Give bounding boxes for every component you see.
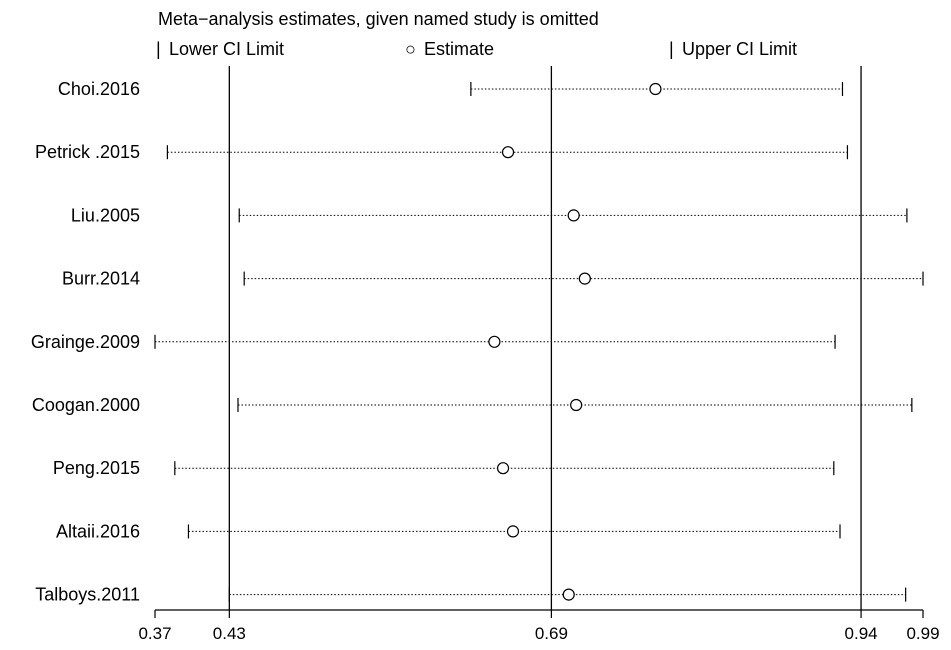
legend-estimate-symbol: ○ bbox=[405, 39, 416, 59]
estimate-marker bbox=[496, 462, 510, 475]
estimate-marker bbox=[578, 272, 591, 285]
estimate-marker bbox=[570, 398, 583, 412]
legend: | Lower CI Limit ○ Estimate | Upper CI L… bbox=[156, 39, 797, 59]
study-label: Altaii.2016 bbox=[56, 521, 140, 541]
study-label: Liu.2005 bbox=[71, 205, 140, 225]
estimate-marker bbox=[567, 209, 580, 222]
chart-title: Meta−analysis estimates, given named stu… bbox=[158, 9, 599, 29]
estimate-marker bbox=[501, 146, 515, 159]
study-label: Coogan.2000 bbox=[32, 395, 140, 415]
legend-lower-symbol: | bbox=[156, 39, 161, 59]
x-tick-label: 0.37 bbox=[138, 624, 171, 643]
estimate-marker bbox=[562, 588, 575, 601]
reference-lines bbox=[228, 66, 862, 610]
study-label: Petrick .2015 bbox=[35, 142, 140, 162]
x-axis: 0.37 0.43 0.69 0.94 0.99 bbox=[138, 609, 940, 643]
study-label: Choi.2016 bbox=[58, 79, 140, 99]
x-tick-label: 0.99 bbox=[906, 624, 939, 643]
study-rows: Choi.2016 Petrick .2015 Liu.2005 Burr.2014 G… bbox=[31, 79, 924, 605]
study-label: Burr.2014 bbox=[62, 269, 140, 289]
estimate-marker bbox=[488, 335, 501, 348]
legend-upper-symbol: | bbox=[669, 39, 674, 59]
study-label: Peng.2015 bbox=[53, 458, 140, 478]
x-tick-label: 0.94 bbox=[845, 624, 878, 643]
legend-estimate-label: Estimate bbox=[424, 39, 494, 59]
estimate-marker bbox=[506, 525, 520, 538]
estimate-marker bbox=[649, 82, 662, 96]
legend-lower-label: Lower CI Limit bbox=[169, 39, 284, 59]
legend-upper-label: Upper CI Limit bbox=[682, 39, 797, 59]
study-label: Talboys.2011 bbox=[35, 585, 140, 605]
x-tick-label: 0.43 bbox=[213, 624, 246, 643]
study-label: Grainge.2009 bbox=[31, 332, 140, 352]
x-tick-label: 0.69 bbox=[535, 624, 568, 643]
